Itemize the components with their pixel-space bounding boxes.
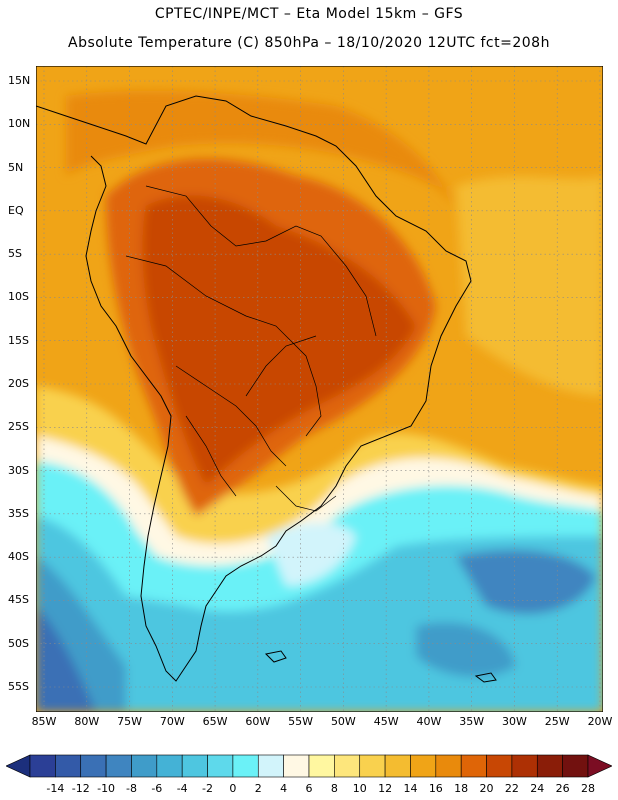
country-borders [125,185,377,512]
colorbar-tick-label: 28 [581,782,595,795]
latitude-label: 15S [8,333,29,347]
colorbar-tick-label: -12 [71,782,90,795]
latitude-label: 10S [8,290,29,304]
colorbar-swatch [435,754,462,778]
colorbar-swatch [105,754,132,778]
colorbar-tick-label: 18 [454,782,469,795]
colorbar-low-arrow [6,754,31,778]
longitude-label: 40W [416,715,442,728]
colorbar-swatch [55,754,82,778]
longitude-label: 30W [502,715,527,728]
temperature-field [36,90,603,712]
colorbar-tick-label: 20 [479,782,494,795]
colorbar-tick-label: 0 [229,782,237,795]
colorbar-tick-label: 6 [305,782,313,795]
colorbar-tick-label: 2 [254,782,262,795]
latitude-label: 15N [8,74,31,87]
colorbar-tick-label: 14 [403,782,418,795]
colorbar-tick-label: 8 [330,782,338,795]
latitude-label: 10N [8,117,31,131]
colorbar-tick-label: 12 [378,782,393,795]
colorbar-tick-label: -4 [176,782,188,795]
longitude-label: 35W [459,715,485,728]
colorbar-swatch [156,754,183,778]
colorbar-tick-label: -2 [202,782,214,795]
colorbar-swatch [562,754,589,778]
latitude-label: 30S [8,463,29,477]
colorbar-tick-label: 10 [352,782,367,795]
colorbar-swatch [131,754,158,778]
colorbar-tick-label: 22 [504,782,519,795]
colorbar-tick-label: -14 [46,782,65,795]
latitude-label: 55S [8,680,29,693]
chart-title-variable: Absolute Temperature (C) 850hPa – 18/10/… [68,35,550,51]
chart-title-model: CPTEC/INPE/MCT – Eta Model 15km – GFS [154,6,464,22]
colorbar-tick-label: 24 [530,782,545,795]
temperature-map [36,66,603,712]
longitude-label: 85W [31,715,57,728]
colorbar-swatch [283,754,310,778]
longitude-label: 55W [288,715,314,728]
colorbar-swatch [181,754,208,778]
coastline [36,95,497,683]
colorbar-tick-label: 26 [555,782,570,795]
longitude-label: 60W [245,715,271,728]
colorbar [6,754,612,778]
colorbar-swatch [334,754,361,778]
latitude-label: 50S [8,636,29,650]
latitude-label: 45S [8,593,29,607]
colorbar-tick-label: -6 [151,782,163,795]
latitude-label: 25S [8,420,29,434]
colorbar-swatch [257,754,284,778]
latitude-label: EQ [8,203,24,217]
colorbar-swatch [80,754,107,778]
colorbar-swatch [29,754,56,778]
longitude-label: 65W [202,715,228,728]
lat-lon-grid [36,66,603,712]
longitude-label: 45W [373,715,399,728]
colorbar-high-arrow [587,754,612,778]
colorbar-swatch [207,754,234,778]
latitude-label: 20S [8,377,29,390]
longitude-label: 80W [74,715,100,728]
map-canvas [36,66,603,712]
colorbar-swatch [410,754,437,778]
latitude-label: 5S [8,247,22,261]
latitude-label: 40S [8,550,29,564]
colorbar-tick-label: 4 [280,782,288,795]
colorbar-swatch [460,754,487,778]
longitude-label: 75W [117,715,142,728]
longitude-label: 70W [159,715,185,728]
colorbar-swatch [359,754,386,778]
longitude-label: 25W [544,715,570,728]
colorbar-swatch [511,754,538,778]
colorbar-swatch [232,754,259,778]
colorbar-tick-label: -10 [97,782,116,795]
latitude-label: 35S [8,506,29,520]
latitude-label: 5N [8,160,24,174]
colorbar-swatch [384,754,411,778]
longitude-label: 50W [330,715,356,728]
colorbar-tick-label: -8 [125,782,137,795]
colorbar-tick-label: 16 [428,782,443,795]
colorbar-swatch [536,754,563,778]
colorbar-swatch [486,754,513,778]
longitude-label: 20W [587,715,613,728]
colorbar-swatch [308,754,335,778]
